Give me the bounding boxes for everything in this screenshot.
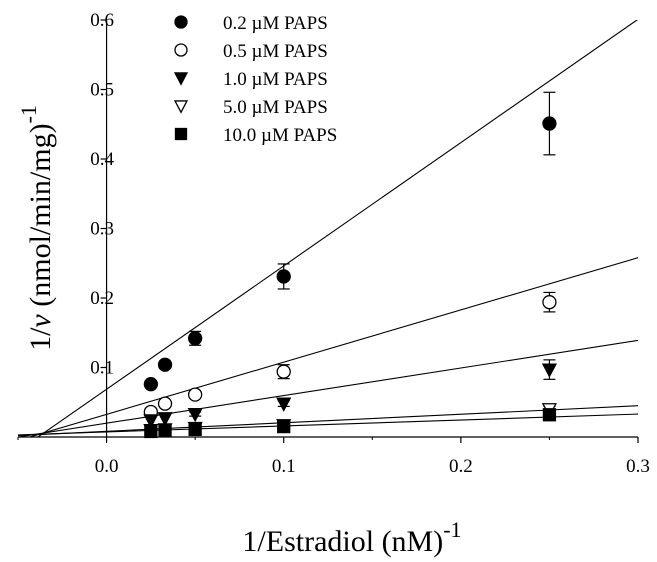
data-point-0-5-m-paps — [157, 396, 173, 411]
data-point-1-0-m-paps — [541, 363, 558, 378]
legend: 0.2 µM PAPS 0.5 µM PAPS 1.0 µM PAPS 5.0 µM … — [173, 13, 337, 146]
error-bars — [144, 91, 556, 418]
y-tick-label: 0.4 — [90, 149, 114, 170]
data-point-0-2-m-paps — [143, 377, 159, 392]
data-point-10-0-m-paps — [542, 408, 557, 422]
y-axis-title-italic: v — [24, 314, 57, 328]
data-point-1-0-m-paps — [187, 407, 203, 423]
fit-lines — [18, 20, 638, 437]
legend-marker-0-5-m-paps — [174, 43, 188, 57]
x-axis-title: 1/Estradiol (nM)-1 — [242, 517, 461, 558]
data-point-1-0-m-paps — [157, 412, 173, 427]
data-point-1-0-m-paps — [276, 397, 292, 412]
y-axis-title: 1/v (nmol/min/mg)-1 — [16, 105, 57, 351]
legend-marker-0-2-m-paps — [174, 15, 188, 29]
legend-marker-5-0-m-paps — [173, 100, 189, 114]
data-point-0-2-m-paps — [187, 331, 203, 346]
y-tick-label: 0.5 — [90, 80, 114, 101]
y-axis-title-superscript: -1 — [16, 105, 41, 123]
data-point-10-0-m-paps — [158, 424, 172, 438]
y-tick-label: 0.2 — [90, 288, 114, 309]
x-tick-label: 0.0 — [95, 456, 119, 477]
y-axis-title-text: (nmol/min/mg) — [24, 123, 57, 314]
x-axis-title-text: 1/Estradiol (nM) — [242, 525, 443, 558]
fit-line-1-0-m-paps — [18, 339, 638, 437]
data-markers — [143, 116, 558, 439]
legend-marker-10-0-m-paps — [174, 127, 188, 141]
y-tick-label: 0.3 — [90, 219, 114, 240]
data-point-10-0-m-paps — [144, 424, 158, 439]
fit-line-10-0-m-paps — [18, 413, 638, 436]
legend-label-0-2-m-paps: 0.2 µM PAPS — [223, 13, 328, 34]
data-point-0-2-m-paps — [157, 357, 173, 372]
data-point-10-0-m-paps — [277, 419, 291, 434]
fit-line-0-2-m-paps — [37, 20, 638, 437]
data-point-0-5-m-paps — [187, 387, 203, 402]
y-axis-title-prefix: 1/ — [24, 327, 57, 351]
data-point-0-5-m-paps — [542, 295, 557, 310]
y-tick-label: 0.1 — [90, 358, 114, 379]
x-tick-label: 0.2 — [449, 456, 473, 477]
y-tick-label: 0.6 — [90, 10, 114, 31]
fit-line-0-5-m-paps — [27, 257, 638, 437]
legend-label-10-0-m-paps: 10.0 µM PAPS — [223, 125, 337, 146]
legend-label-5-0-m-paps: 5.0 µM PAPS — [223, 97, 328, 118]
legend-marker-1-0-m-paps — [173, 72, 189, 86]
data-point-1-0-m-paps — [143, 414, 159, 429]
legend-label-0-5-m-paps: 0.5 µM PAPS — [223, 41, 328, 62]
axes: 0.0 0.1 0.2 0.3 0.1 0.2 0.3 0.4 0.5 0.6 — [17, 10, 650, 477]
fit-line-5-0-m-paps — [18, 405, 638, 437]
data-point-0-2-m-paps — [276, 269, 291, 284]
data-point-0-5-m-paps — [276, 364, 291, 379]
data-point-10-0-m-paps — [188, 422, 202, 437]
x-tick-label: 0.3 — [626, 456, 650, 477]
x-tick-label: 0.1 — [272, 456, 296, 477]
legend-label-1-0-m-paps: 1.0 µM PAPS — [223, 69, 328, 90]
x-axis-title-superscript: -1 — [443, 517, 461, 542]
data-point-0-2-m-paps — [542, 116, 557, 131]
